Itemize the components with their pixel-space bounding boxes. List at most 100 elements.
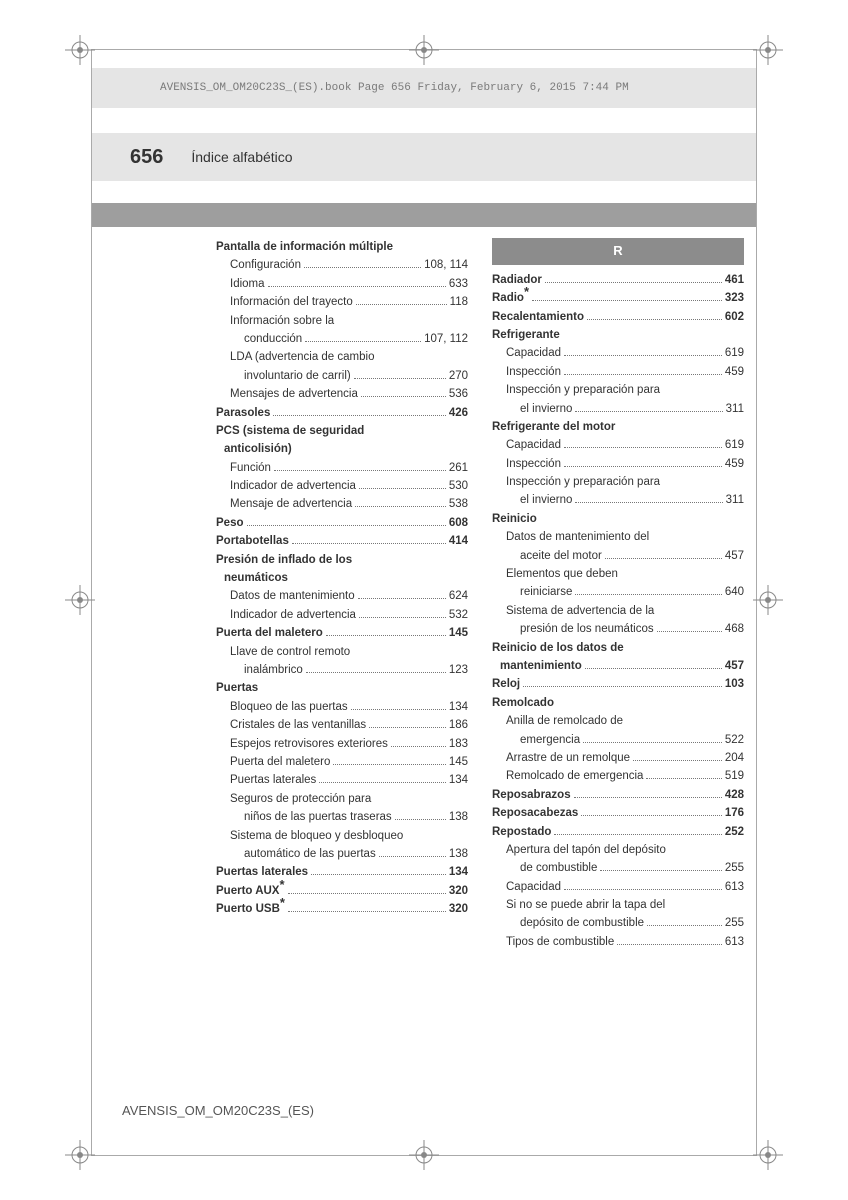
index-entry: Sistema de advertencia de la [492,602,744,620]
index-entry-page: 108, 114 [424,256,468,274]
index-entry-page: 602 [725,308,744,326]
leader-dots [268,286,446,287]
index-entry-page: 145 [449,753,468,771]
leader-dots [354,378,446,379]
index-entry: Puertas laterales134 [216,771,468,789]
index-entry: Indicador de advertencia530 [216,477,468,495]
index-entry-label: Cristales de las ventanillas [230,716,366,734]
index-entry-label: Recalentamiento [492,308,584,326]
index-entry-label: aceite del motor [520,547,602,565]
index-entry-label: Seguros de protección para [230,790,371,808]
leader-dots [359,617,446,618]
index-entry-label: Capacidad [506,436,561,454]
index-entry: Configuración 108, 114 [216,256,468,274]
leader-dots [391,746,446,747]
index-entry: Remolcado de emergencia519 [492,767,744,785]
index-entry-page: 461 [725,271,744,289]
index-entry: Repostado252 [492,823,744,841]
index-entry: Función261 [216,459,468,477]
index-entry-page: 532 [449,606,468,624]
index-entry: Cristales de las ventanillas 186 [216,716,468,734]
index-entry-page: 608 [449,514,468,532]
leader-dots [575,594,721,595]
index-entry-label: Presión de inflado de los [216,551,352,569]
header-bar: 656 Índice alfabético [92,133,756,181]
leader-dots [305,341,421,342]
index-entry: Inspección y preparación para [492,473,744,491]
index-entry-page: 536 [449,385,468,403]
index-entry-label: Inspección [506,455,561,473]
leader-dots [379,856,446,857]
index-entry-label: Puerto AUX* [216,882,285,900]
index-entry-page: 519 [725,767,744,785]
index-entry-page: 619 [725,344,744,362]
leader-dots [304,267,421,268]
index-entry-label: Inspección [506,363,561,381]
index-entry-page: 270 [449,367,468,385]
index-entry: Bloqueo de las puertas134 [216,698,468,716]
leader-dots [359,488,446,489]
index-entry: Elementos que deben [492,565,744,583]
index-entry-label: Puerta del maletero [216,624,323,642]
index-entry-label: Refrigerante del motor [492,418,615,436]
index-entry-label: Reinicio de los datos de [492,639,624,657]
index-entry-label: LDA (advertencia de cambio [230,348,374,366]
index-entry: presión de los neumáticos468 [492,620,744,638]
index-entry-label: Configuración [230,256,301,274]
index-entry: el invierno311 [492,491,744,509]
index-entry: Remolcado [492,694,744,712]
index-entry-page: 522 [725,731,744,749]
index-entry-label: de combustible [520,859,597,877]
crop-mark-icon [65,585,95,615]
footnote-star-icon: * [280,895,285,910]
index-entry-page: 255 [725,859,744,877]
leader-dots [585,668,722,669]
index-entry-label: Peso [216,514,244,532]
index-entry: Inspección 459 [492,455,744,473]
index-entry-label: Indicador de advertencia [230,606,356,624]
index-col-left: Pantalla de información múltipleConfigur… [216,238,468,951]
index-entry: PCS (sistema de seguridad [216,422,468,440]
index-entry-page: 457 [725,657,744,675]
leader-dots [564,355,722,356]
index-entry: niños de las puertas traseras138 [216,808,468,826]
leader-dots [523,686,722,687]
leader-dots [583,742,722,743]
leader-dots [564,447,722,448]
index-entry-page: 538 [449,495,468,513]
index-entry: emergencia522 [492,731,744,749]
index-entry-page: 252 [725,823,744,841]
leader-dots [574,797,722,798]
leader-dots [575,411,722,412]
index-entry-label: anticolisión) [224,440,292,458]
index-entry-label: Capacidad [506,878,561,896]
index-entry-page: 414 [449,532,468,550]
index-entry: Refrigerante del motor [492,418,744,436]
index-entry-label: Tipos de combustible [506,933,614,951]
index-entry-label: Espejos retrovisores exteriores [230,735,388,753]
leader-dots [605,558,722,559]
index-entry-page: 186 [449,716,468,734]
index-entry-page: 255 [725,914,744,932]
leader-dots [554,834,721,835]
index-entry: neumáticos [216,569,468,587]
index-entry-page: 459 [725,455,744,473]
leader-dots [273,415,445,416]
index-entry-label: Apertura del tapón del depósito [506,841,666,859]
index-entry: Información del trayecto118 [216,293,468,311]
index-entry: depósito de combustible255 [492,914,744,932]
leader-dots [369,727,446,728]
index-entry-page: 134 [449,698,468,716]
leader-dots [319,782,446,783]
index-entry-page: 624 [449,587,468,605]
index-entry: Si no se puede abrir la tapa del [492,896,744,914]
index-entry-page: 323 [725,289,744,307]
index-entry-label: Indicador de advertencia [230,477,356,495]
index-entry-label: Inspección y preparación para [506,473,660,491]
index-entry: Arrastre de un remolque204 [492,749,744,767]
index-entry: Puerto AUX*320 [216,882,468,900]
index-entry: Capacidad613 [492,878,744,896]
index-entry: Radiador461 [492,271,744,289]
leader-dots [356,304,447,305]
page-number: 656 [130,146,163,169]
